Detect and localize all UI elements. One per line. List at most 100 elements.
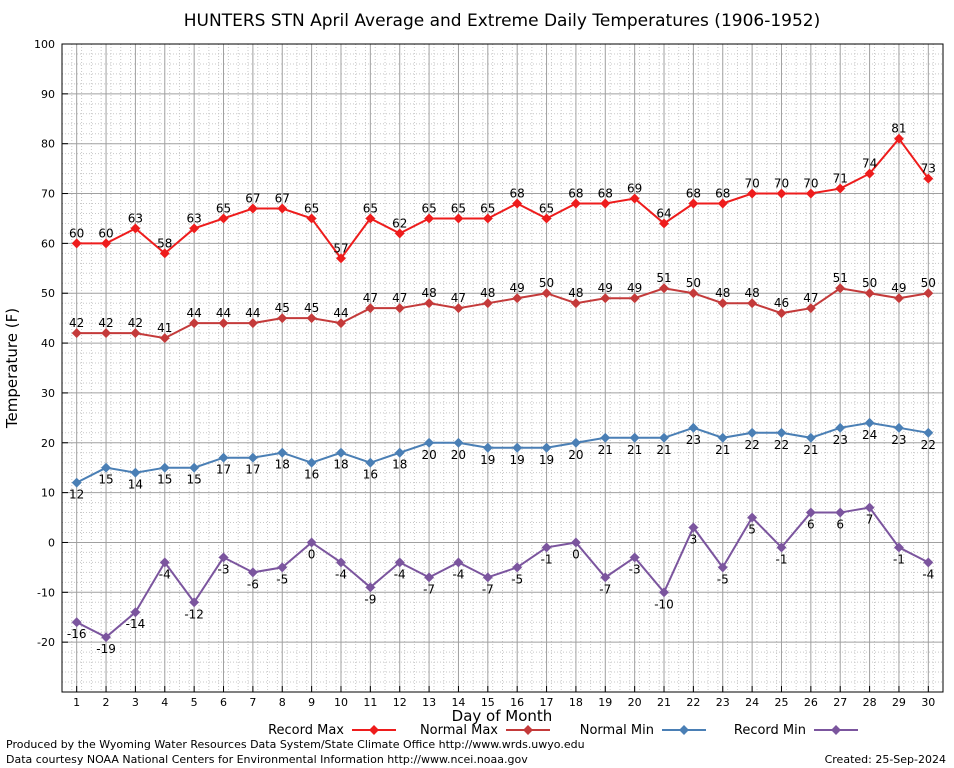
record-min-data-label: -10	[654, 597, 674, 611]
record-min-point	[247, 567, 258, 578]
x-axis-label: Day of Month	[452, 707, 553, 725]
normal-max-point	[894, 293, 904, 304]
x-tick-label: 19	[598, 696, 612, 709]
normal-min-point	[805, 432, 816, 443]
record-min-point	[600, 572, 611, 583]
record-min-point	[306, 537, 317, 548]
record-min-data-label: -5	[511, 572, 523, 586]
normal-min-point	[424, 437, 435, 448]
record-max-data-label: 68	[715, 187, 730, 201]
record-min-data-label: -4	[394, 567, 406, 581]
normal-min-point	[159, 462, 170, 473]
x-tick-label: 20	[628, 696, 642, 709]
normal-max-data-label: 49	[510, 281, 525, 295]
record-max-data-label: 71	[833, 172, 848, 186]
normal-max-data-label: 48	[744, 286, 759, 300]
y-tick-label: -10	[37, 586, 55, 599]
normal-max-data-label: 51	[833, 271, 848, 285]
y-tick-label: 10	[41, 487, 55, 500]
record-min-point	[747, 512, 758, 523]
x-tick-label: 2	[103, 696, 110, 709]
record-max-data-label: 65	[216, 201, 231, 215]
record-min-data-label: 6	[807, 518, 815, 532]
x-tick-label: 23	[716, 696, 730, 709]
normal-max-point	[247, 318, 258, 329]
record-min-data-label: 3	[690, 533, 698, 547]
record-min-point	[894, 542, 904, 553]
normal-max-data-label: 44	[216, 306, 231, 320]
record-min-point	[277, 562, 288, 573]
normal-max-data-label: 45	[304, 301, 319, 315]
record-max-data-label: 68	[686, 187, 701, 201]
record-min-data-label: -3	[218, 562, 230, 576]
normal-max-data-label: 42	[98, 316, 113, 330]
record-min-point	[659, 587, 669, 598]
record-max-data-label: 62	[392, 216, 407, 230]
record-max-point	[776, 188, 787, 199]
record-min-data-label: 5	[748, 523, 756, 537]
record-min-data-label: -12	[184, 607, 204, 621]
record-max-data-label: 74	[862, 157, 877, 171]
record-max-data-label: 67	[275, 191, 290, 205]
normal-min-point	[306, 457, 317, 468]
record-min-point	[512, 562, 523, 573]
record-max-point	[805, 188, 816, 199]
y-tick-label: -20	[37, 636, 55, 649]
normal-max-point	[482, 298, 493, 309]
normal-max-data-label: 47	[363, 291, 378, 305]
normal-min-data-label: 22	[744, 438, 759, 452]
x-tick-label: 10	[334, 696, 348, 709]
record-max-point	[365, 213, 376, 224]
y-axis-label: Temperature (F)	[3, 308, 21, 429]
record-max-point	[835, 183, 846, 194]
normal-max-point	[835, 283, 846, 294]
record-min-data-label: -9	[364, 592, 376, 606]
x-tick-label: 18	[569, 696, 583, 709]
record-max-data-label: 68	[510, 187, 525, 201]
record-min-data-label: -19	[96, 642, 116, 656]
record-min-data-label: -7	[599, 582, 611, 596]
x-tick-label: 1	[73, 696, 80, 709]
normal-min-point	[600, 432, 611, 443]
record-min-point	[159, 557, 170, 568]
record-min-point	[570, 537, 581, 548]
footer-created-date: Created: 25-Sep-2024	[824, 753, 946, 766]
record-min-data-label: -4	[452, 567, 464, 581]
record-max-point	[453, 213, 464, 224]
y-tick-label: 40	[41, 337, 55, 350]
record-min-data-label: -1	[775, 552, 787, 566]
normal-min-data-label: 18	[392, 458, 407, 472]
normal-max-point	[306, 313, 317, 324]
normal-min-data-label: 21	[656, 443, 671, 457]
series-lines	[71, 133, 934, 643]
x-tick-label: 9	[308, 696, 315, 709]
record-min-point	[71, 617, 82, 628]
normal-max-point	[512, 293, 523, 304]
record-min-point	[189, 597, 200, 608]
normal-max-data-label: 50	[686, 276, 701, 290]
y-tick-label: 100	[34, 38, 55, 51]
record-min-data-label: -7	[423, 582, 435, 596]
record-max-data-label: 65	[421, 201, 436, 215]
normal-max-point	[218, 318, 229, 329]
y-tick-label: 50	[41, 287, 55, 300]
normal-min-data-label: 18	[275, 458, 290, 472]
normal-max-point	[130, 328, 141, 339]
x-tick-label: 3	[132, 696, 139, 709]
normal-min-data-label: 15	[98, 473, 113, 487]
normal-max-data-label: 48	[568, 286, 583, 300]
y-tick-label: 70	[41, 188, 55, 201]
grid	[61, 43, 944, 692]
record-max-data-label: 70	[803, 177, 818, 191]
record-min-point	[923, 557, 934, 568]
x-tick-label: 13	[422, 696, 436, 709]
record-min-point	[805, 507, 816, 518]
normal-max-data-label: 47	[392, 291, 407, 305]
record-max-data-label: 70	[744, 177, 759, 191]
record-max-point	[688, 198, 699, 209]
record-max-data-label: 65	[304, 201, 319, 215]
record-max-point	[541, 213, 552, 224]
record-max-point	[71, 238, 82, 249]
